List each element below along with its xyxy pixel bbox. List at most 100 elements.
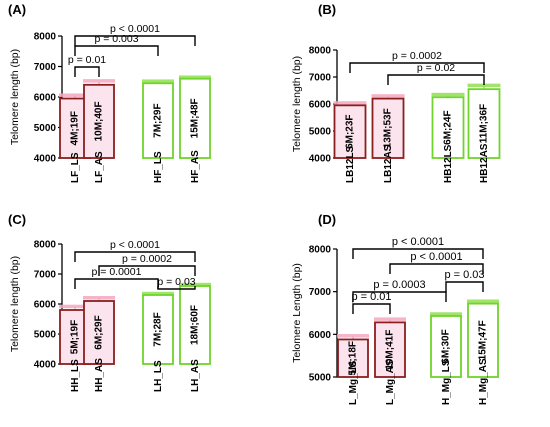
panel-letter: (A) [8,2,26,17]
error-cap [179,282,211,287]
bar-label: 5M;19F [70,320,81,354]
y-axis-title: Telomere length (bp) [9,49,21,145]
y-tick-label: 8000 [34,240,57,251]
significance-bracket [387,74,485,85]
bar-label: 6M;30F [441,329,452,363]
panel-letter: (C) [8,212,26,227]
significance-bracket [389,263,484,274]
error-cap [83,79,115,83]
error-cap [142,79,174,83]
error-cap [371,94,405,98]
x-category-label: HF_AS [190,150,201,183]
y-axis-title: Telomere Length (bp) [291,263,303,363]
error-cap [179,75,211,79]
p-value-label: p = 0.03 [444,269,484,281]
bar-label: 7M;28F [153,312,164,346]
p-value-label: p = 0.01 [68,54,106,66]
bar [142,294,174,365]
significance-bracket [74,278,159,289]
bar [333,104,367,159]
error-cap [374,317,406,321]
y-tick-label: 8000 [309,46,332,57]
y-tick-label: 5000 [309,127,332,138]
p-value-label: p = 0.03 [157,276,195,288]
p-value-label: p = 0.0001 [92,266,142,278]
significance-bracket [74,35,196,46]
x-category-label: H_Mg_LS [441,359,452,405]
y-axis-title: Telomere length (bp) [291,56,303,152]
bar-label: 15M;48F [190,98,201,138]
bar-label: 10M;41F [385,330,396,370]
x-category-label: LH_LS [153,360,164,392]
y-tick-label: 6000 [34,93,57,104]
significance-bracket [74,45,159,56]
x-category-label: HB12LS [443,144,454,183]
significance-bracket [349,62,485,73]
bar-label: 7M;29F [153,103,164,137]
bar [467,88,501,159]
significance-bracket [74,66,100,77]
y-axis-title: Telomere length (bp) [9,256,21,352]
error-cap [142,291,174,296]
bar [179,77,211,159]
panel-letter: (B) [318,2,336,17]
y-tick-label: 8000 [34,32,57,43]
p-value-label: p = 0.0003 [373,279,425,291]
x-category-label: H_Mg_AS [478,358,489,405]
y-tick-label: 5000 [34,330,57,341]
bar-label: 13M;53F [383,108,394,148]
p-value-label: p < 0.0001 [392,236,444,248]
bar [371,97,405,159]
x-category-label: LB12LS [345,145,356,183]
x-category-label: LF_LS [70,152,81,183]
p-value-label: p < 0.0001 [410,251,462,263]
x-category-label: LH_AS [190,359,201,392]
bar [431,96,465,159]
bar [179,285,211,365]
x-category-label: L_Mg_LS [348,360,359,405]
x-category-label: HB12AS [479,143,490,183]
error-cap [59,304,91,309]
y-tick-label: 5000 [34,123,57,134]
y-tick-label: 6000 [309,330,332,341]
y-tick-label: 8000 [309,245,332,256]
significance-bracket [352,303,391,314]
error-cap [59,93,91,97]
error-cap [333,101,367,105]
p-value-label: p < 0.0001 [110,239,160,251]
p-value-label: p = 0.0002 [122,253,172,265]
bar [83,300,115,365]
bar-label: 6M;24F [443,110,454,144]
bar-label: 4M;19F [70,111,81,145]
bar-label: 10M;40F [94,101,105,141]
y-tick-label: 7000 [34,62,57,73]
x-category-label: HH_LS [70,359,81,392]
bar-label: 15M;47F [478,320,489,360]
panel-letter: (D) [318,212,336,227]
error-cap [467,83,501,88]
p-value-label: p = 0.01 [351,291,391,303]
y-tick-label: 4000 [34,360,57,371]
x-category-label: HF_LS [153,151,164,183]
significance-bracket [352,291,447,302]
y-tick-label: 4000 [309,154,332,165]
y-tick-label: 7000 [34,270,57,281]
significance-bracket [98,265,196,276]
bar [374,321,406,378]
error-cap [337,334,369,338]
bar-label: 18M;60F [190,305,201,345]
error-cap [467,299,499,303]
p-value-label: p = 0.0002 [392,50,442,62]
bar [142,82,174,159]
y-tick-label: 4000 [34,154,57,165]
x-category-label: L_Mg_AS [385,359,396,405]
x-category-label: LB12AS [383,144,394,183]
p-value-label: p = 0.02 [417,62,455,74]
error-cap [83,296,115,300]
significance-bracket [445,281,484,292]
panel-b: (B) Telomere length (bp) 4000 5000 6000 7000 8… [291,2,501,183]
x-category-label: LF_AS [94,151,105,183]
y-tick-label: 7000 [309,287,332,298]
error-cap [431,92,465,97]
